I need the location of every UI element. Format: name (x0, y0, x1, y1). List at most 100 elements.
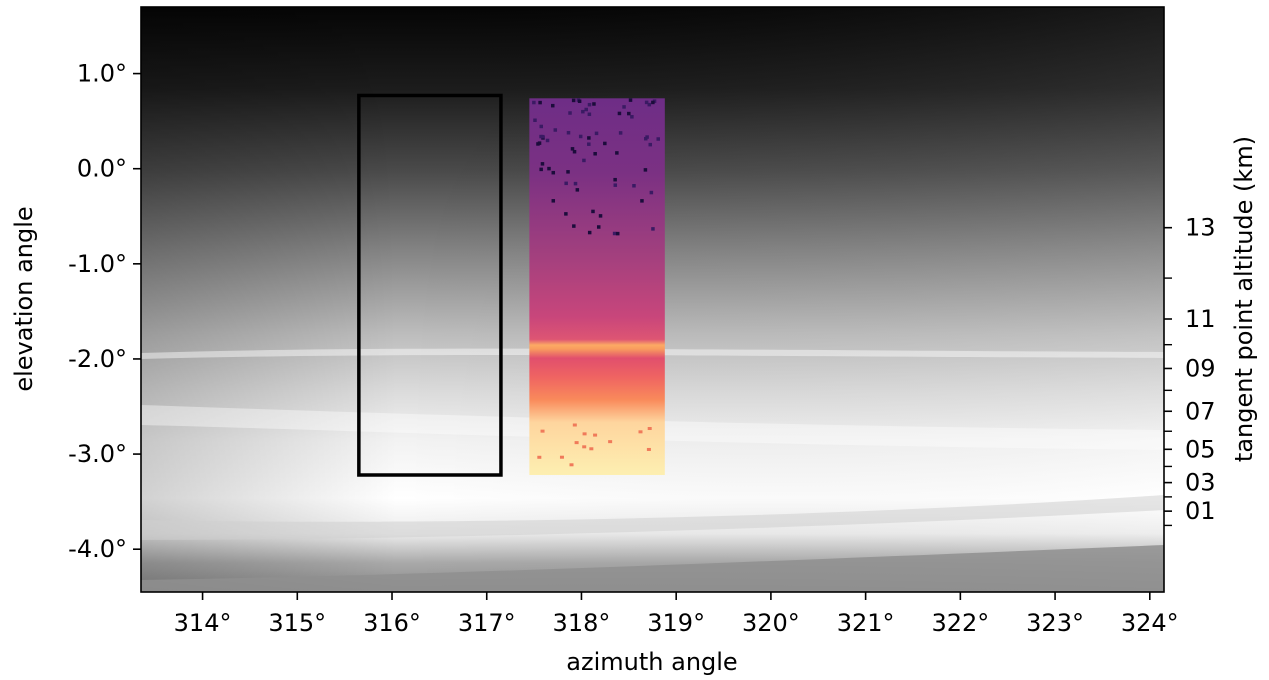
heatmap-speck (540, 162, 545, 166)
y-tick-label: -2.0° (68, 345, 127, 373)
heatmap-speck (646, 447, 651, 451)
x-tick-label: 324° (1121, 609, 1179, 637)
heatmap-speck (615, 231, 620, 236)
heatmap-speck (566, 130, 571, 135)
x-tick-label: 316° (363, 609, 421, 637)
heatmap-speck (568, 111, 572, 115)
y-tick-label: 0.0° (77, 155, 127, 183)
x-tick-label: 315° (268, 609, 326, 637)
x-tick-label: 323° (1026, 609, 1084, 637)
heatmap-speck (613, 183, 618, 187)
x-tick-label: 318° (553, 609, 611, 637)
heatmap-speck (643, 168, 648, 172)
y2-axis-label: tangent point altitude (km) (1230, 136, 1258, 462)
heatmap-speck (538, 100, 542, 105)
x-axis-label: azimuth angle (566, 648, 737, 676)
y-tick-label: -4.0° (68, 535, 127, 563)
heatmap-speck (622, 105, 626, 109)
horizon-haze (141, 545, 1164, 592)
heatmap-speck (539, 134, 543, 139)
heatmap-speck (550, 103, 555, 108)
y-axis-label: elevation angle (10, 206, 38, 391)
heatmap-speck (651, 100, 655, 105)
y-tick-label: -1.0° (68, 250, 127, 278)
heatmap-speck (648, 142, 653, 147)
heatmap-speck (532, 100, 536, 105)
heatmap-speck (537, 141, 542, 145)
heatmap-speck (539, 124, 544, 129)
heatmap-speck (564, 212, 568, 216)
heatmap-speck (638, 430, 643, 434)
heatmap-speck (630, 115, 634, 119)
heatmap-speck (598, 214, 603, 218)
cloud-streak-low (141, 495, 1164, 540)
heatmap-speck (582, 158, 586, 163)
heatmap-speck (587, 112, 592, 117)
heatmap-speck (551, 199, 556, 203)
heatmap-speck (593, 152, 597, 156)
heatmap-speck (581, 109, 585, 114)
heatmap-speck (575, 188, 580, 192)
heatmap-speck (572, 423, 577, 427)
heatmap-fill (529, 98, 665, 475)
heatmap-overlay (529, 98, 665, 475)
heatmap-speck (569, 463, 574, 467)
heatmap-speck (608, 440, 613, 444)
heatmap-speck (651, 227, 655, 231)
heatmap-speck (566, 170, 570, 174)
heatmap-speck (571, 98, 576, 103)
heatmap-speck (603, 141, 607, 146)
heatmap-speck (593, 433, 598, 437)
x-tick-label: 322° (931, 609, 989, 637)
heatmap-speck (553, 128, 558, 132)
heatmap-speck (541, 134, 545, 139)
heatmap-speck (539, 167, 543, 172)
heatmap-speck (632, 184, 636, 188)
y-tick-label: 1.0° (77, 60, 127, 88)
heatmap-speck (537, 455, 542, 459)
heatmap-speck (615, 151, 619, 155)
y-axis-ticks: 1.0° 0.0° -1.0° -2.0° -3.0° -4.0° (68, 60, 141, 563)
heatmap-speck (627, 111, 631, 116)
y2-tick-label: 13 (1185, 214, 1216, 242)
heatmap-speck (584, 107, 588, 112)
heatmap-speck (592, 102, 596, 106)
y2-tick-label: 09 (1185, 354, 1216, 382)
x-tick-label: 314° (174, 609, 232, 637)
heatmap-speck (573, 181, 578, 186)
y-tick-label: -3.0° (68, 440, 127, 468)
y2-tick-label: 01 (1185, 497, 1216, 525)
heatmap-speck (574, 441, 579, 445)
heatmap-speck (644, 100, 649, 105)
heatmap-speck (612, 231, 617, 236)
heatmap-speck (572, 224, 576, 228)
heatmap-speck (587, 142, 591, 146)
heatmap-speck (533, 118, 537, 122)
x-tick-label: 319° (647, 609, 705, 637)
heatmap-speck (596, 225, 601, 229)
y2-tick-label: 11 (1185, 305, 1216, 333)
heatmap-speck (618, 131, 623, 135)
heatmap-speck (564, 181, 568, 186)
y2-tick-label: 03 (1185, 469, 1216, 497)
heatmap-speck (647, 102, 652, 107)
heatmap-speck (587, 136, 591, 140)
x-tick-label: 321° (837, 609, 895, 637)
heatmap-speck (577, 99, 582, 104)
heatmap-speck (559, 455, 564, 459)
heatmap-speck (617, 111, 622, 116)
y2-tick-label: 05 (1185, 435, 1216, 463)
x-axis-ticks: 314° 315° 316° 317° 318° 319° 320° 321° 322° 323°… (174, 592, 1179, 637)
heatmap-speck (656, 137, 660, 141)
heatmap-speck (545, 138, 550, 143)
y2-tick-label: 07 (1185, 397, 1216, 425)
selection-box (357, 93, 503, 477)
plot-frame (140, 6, 1165, 593)
heatmap-speck (547, 166, 551, 171)
x-tick-label: 317° (458, 609, 516, 637)
heatmap-speck (645, 135, 649, 139)
heatmap-speck (551, 170, 556, 175)
